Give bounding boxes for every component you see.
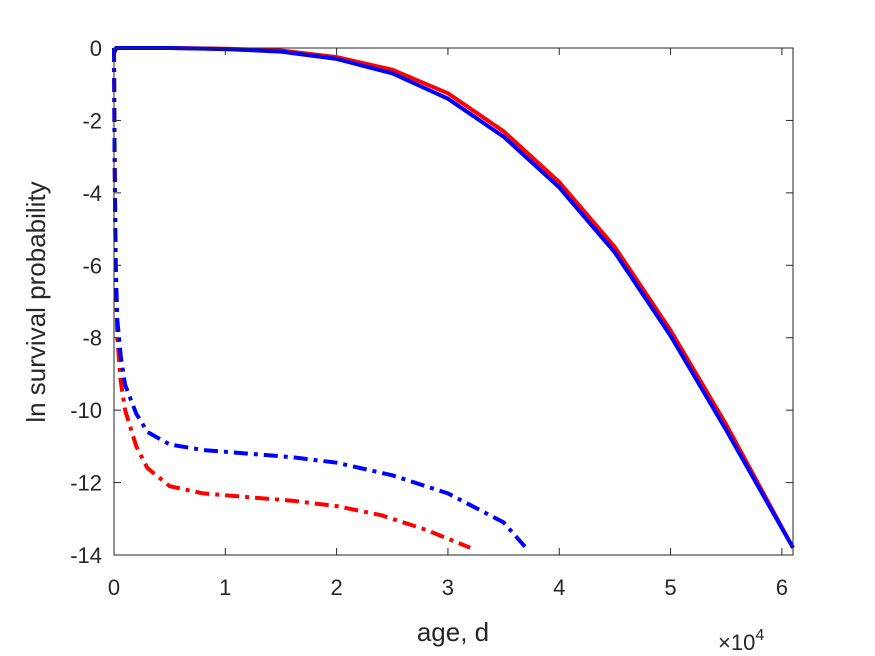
x-tick-label: 0 [108,575,120,600]
x-tick-label: 4 [553,575,565,600]
y-tick-label: -14 [70,543,102,568]
y-axis-ticks: 0 -2 -4 -6 -8 -10 -12 -14 [70,36,793,568]
y-tick-label: -6 [82,253,102,278]
y-tick-label: -2 [82,108,102,133]
x-tick-label: 2 [330,575,342,600]
x-tick-label: 1 [219,575,231,600]
x-tick-label: 6 [776,575,788,600]
y-tick-label: -12 [70,471,102,496]
x-axis-multiplier: ×104 [718,627,764,655]
y-tick-label: -4 [82,181,102,206]
x-axis-ticks: 0 1 2 3 4 5 6 [108,48,788,600]
x-axis-multiplier-base: ×10 [718,630,755,655]
y-axis-label: ln survival probability [21,181,51,422]
y-tick-label: -8 [82,326,102,351]
axes-box [113,47,794,556]
x-axis-label: age, d [417,617,489,647]
x-tick-label: 3 [442,575,454,600]
x-tick-label: 5 [664,575,676,600]
series-line-4 [112,47,528,550]
y-tick-label: 0 [90,36,102,61]
y-tick-label: -10 [70,398,102,423]
x-axis-multiplier-exponent: 4 [755,627,764,644]
